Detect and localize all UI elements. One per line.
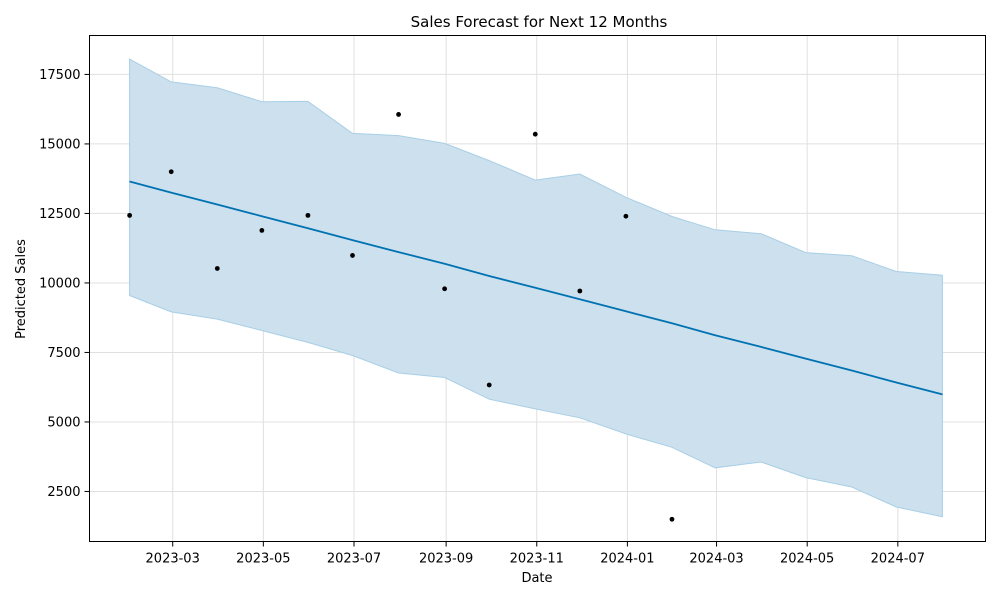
chart-title: Sales Forecast for Next 12 Months [411, 13, 668, 31]
y-tick-label: 17500 [39, 68, 80, 83]
x-tick-label: 2023-03 [146, 552, 200, 567]
x-tick-label: 2024-07 [871, 552, 925, 567]
y-tick-label: 12500 [39, 207, 80, 222]
x-axis-ticks: 2023-03 2023-05 2023-07 2023-09 2023-11 2024-… [146, 541, 925, 567]
x-tick-label: 2023-05 [236, 552, 290, 567]
actual-data-point [396, 112, 401, 117]
y-axis-label: Predicted Sales [14, 239, 29, 339]
x-tick-label: 2023-07 [327, 552, 381, 567]
actual-data-point [305, 212, 311, 218]
x-tick-label: 2024-05 [780, 552, 834, 567]
y-axis-ticks: 2500 5000 7500 10000 12500 15000 17500 [39, 68, 90, 500]
actual-data-point [532, 131, 538, 137]
x-tick-label: 2024-03 [689, 552, 743, 567]
y-tick-label: 5000 [47, 415, 80, 430]
x-tick-label: 2023-11 [510, 552, 564, 567]
actual-data-point [127, 212, 133, 218]
y-tick-label: 10000 [39, 276, 80, 291]
forecast-line-layer [129, 180, 943, 396]
actual-data-point [577, 288, 583, 294]
x-axis-label: Date [521, 571, 552, 586]
actual-data-point [669, 516, 675, 522]
forecast-line [129, 180, 943, 396]
actual-data-point [623, 213, 629, 219]
actual-data-point [214, 266, 220, 271]
actual-data-point [486, 382, 492, 388]
y-tick-label: 7500 [47, 346, 80, 361]
actual-data-point [442, 286, 448, 292]
actual-data-point [350, 253, 355, 258]
y-tick-label: 2500 [47, 485, 80, 500]
y-tick-label: 15000 [39, 137, 80, 152]
plot-frame [89, 35, 986, 542]
actual-data-point [259, 227, 265, 233]
x-tick-label: 2023-09 [419, 552, 473, 567]
x-tick-label: 2024-01 [600, 552, 654, 567]
actual-points-layer [127, 112, 675, 522]
actual-data-point [168, 169, 174, 175]
